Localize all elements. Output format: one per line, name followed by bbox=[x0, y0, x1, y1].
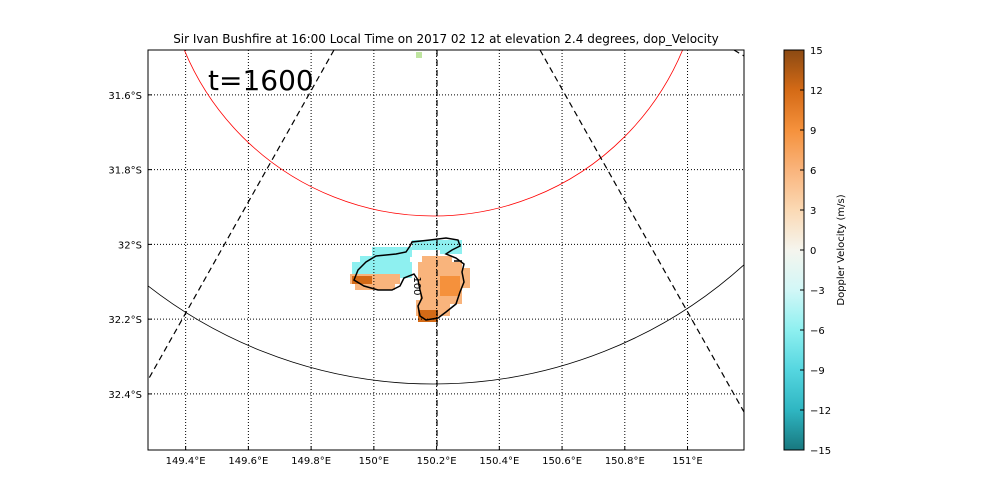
velocity-data-layer bbox=[350, 52, 470, 322]
chart-title: Sir Ivan Bushfire at 16:00 Local Time on… bbox=[173, 32, 719, 46]
time-annotation: t=1600 bbox=[208, 64, 314, 97]
x-tick-label: 150.6°E bbox=[542, 456, 582, 467]
velocity-cell bbox=[355, 282, 395, 290]
colorbar-tick-label: 15 bbox=[810, 46, 823, 57]
range-ring-red bbox=[183, 50, 683, 217]
velocity-cell bbox=[416, 52, 422, 58]
x-tick-label: 149.6°E bbox=[228, 456, 268, 467]
x-tick-label: 150°E bbox=[359, 456, 389, 467]
colorbar-ticks: 15 12 9 6 3 0 −3 −6 −9 −12 −15 bbox=[800, 46, 831, 457]
colorbar-tick-label: 0 bbox=[810, 246, 816, 257]
velocity-cell bbox=[360, 256, 410, 266]
contour-line bbox=[353, 237, 465, 321]
grid-lines bbox=[148, 50, 744, 450]
colorbar-tick-label: −12 bbox=[810, 406, 831, 417]
colorbar-tick-label: 12 bbox=[810, 86, 823, 97]
colorbar-tick-label: −15 bbox=[810, 446, 831, 457]
colorbar-tick-label: −3 bbox=[810, 286, 825, 297]
y-tick-label: 32°S bbox=[118, 240, 142, 251]
x-tick-label: 149.8°E bbox=[291, 456, 331, 467]
x-tick-label: 149.4°E bbox=[166, 456, 206, 467]
range-ring-black bbox=[148, 264, 744, 385]
x-tick-label: 150.2°E bbox=[417, 456, 457, 467]
colorbar-tick-label: −6 bbox=[810, 326, 825, 337]
y-tick-label: 32.4°S bbox=[108, 390, 142, 401]
velocity-cell bbox=[372, 247, 412, 257]
x-tick-label: 150.4°E bbox=[479, 456, 519, 467]
contour-label: 100 bbox=[411, 276, 422, 295]
velocity-cell bbox=[350, 274, 400, 284]
y-tick-label: 31.8°S bbox=[108, 166, 142, 177]
contour-100 bbox=[353, 237, 465, 321]
colorbar-tick-label: 9 bbox=[810, 126, 816, 137]
azimuth-line-west bbox=[148, 50, 335, 381]
velocity-cell bbox=[440, 276, 460, 296]
plot-frame bbox=[147, 49, 745, 451]
y-tick-label: 31.6°S bbox=[108, 91, 142, 102]
x-tick-label: 151°E bbox=[672, 456, 702, 467]
azimuth-line-east bbox=[539, 50, 744, 413]
x-axis-ticks: 149.4°E 149.6°E 149.8°E 150°E 150.2°E 150.4°E… bbox=[166, 446, 703, 467]
colorbar-tick-label: −9 bbox=[810, 366, 825, 377]
colorbar-tick-label: 6 bbox=[810, 166, 816, 177]
colorbar-label: Doppler Velocity (m/s) bbox=[836, 194, 847, 305]
x-tick-label: 150.8°E bbox=[605, 456, 645, 467]
colorbar-tick-label: 3 bbox=[810, 206, 816, 217]
azimuth-line-edge bbox=[733, 50, 744, 57]
velocity-cell bbox=[352, 276, 372, 284]
y-axis-ticks: 31.6°S 31.8°S 32°S 32.2°S 32.4°S bbox=[108, 91, 152, 401]
azimuth-lines bbox=[148, 50, 744, 450]
y-tick-label: 32.2°S bbox=[108, 315, 142, 326]
range-rings bbox=[148, 50, 744, 385]
plot-area bbox=[148, 50, 744, 450]
